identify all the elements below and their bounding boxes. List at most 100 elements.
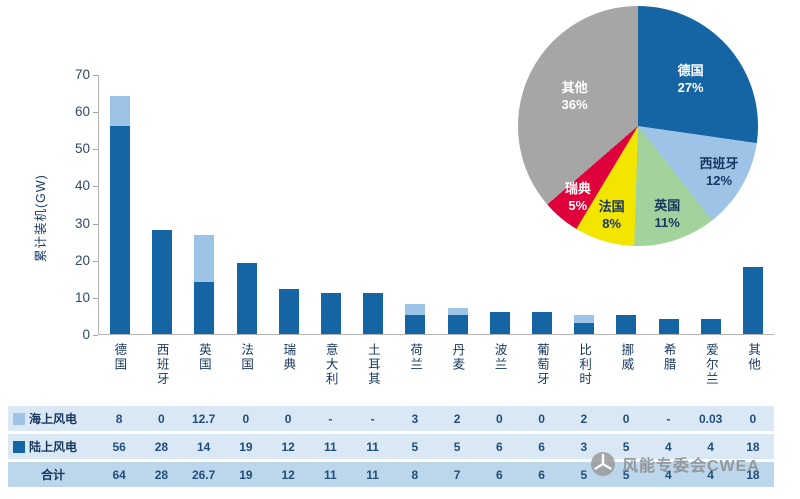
- table-cell: 28: [154, 467, 169, 482]
- table-cell: 0: [538, 411, 545, 426]
- bar-其他: [732, 75, 774, 334]
- onshore-segment: [236, 263, 257, 334]
- table-cell: 0: [242, 411, 250, 426]
- table-cell: 11: [324, 467, 337, 482]
- onshore-segment: [110, 126, 131, 334]
- onshore-segment: [574, 322, 595, 334]
- pie-label-法国: 法国 8%: [598, 198, 625, 231]
- y-tick-mark: [93, 223, 98, 225]
- y-axis-title: 累计装机(GW): [34, 174, 48, 262]
- x-tick-瑞典: 瑞典: [267, 343, 309, 387]
- pie-label-德国: 德国 27%: [677, 63, 704, 96]
- row-label: 海上风电: [28, 412, 77, 426]
- table-cell: 5: [622, 467, 630, 482]
- table-cell: 0: [496, 411, 503, 426]
- table-cell: 5: [453, 439, 461, 454]
- x-tick-label: 其他: [746, 343, 761, 372]
- y-tick-label: 70: [74, 67, 90, 82]
- table-cell: 6: [538, 467, 545, 482]
- onshore-segment: [278, 289, 299, 334]
- table-cell: 0: [749, 411, 757, 426]
- pie-label-其他: 其他 36%: [561, 80, 588, 113]
- bar-波兰: [479, 75, 521, 334]
- x-tick-label: 土耳其: [365, 343, 380, 387]
- table-row-陆上风电: 陆上风电 56 28 14 19 12 11 11 5 5 6 6 3 5 4 4 18: [8, 434, 774, 459]
- table-cell: 8: [115, 411, 123, 426]
- y-tick-label: 0: [82, 327, 90, 342]
- y-tick-mark: [93, 75, 98, 76]
- bar-plot-area: [98, 75, 774, 335]
- table-cell: 0: [284, 411, 292, 426]
- bar-爱尔兰: [690, 75, 732, 334]
- x-tick-葡萄牙: 葡萄牙: [521, 343, 563, 387]
- x-tick-其他: 其他: [732, 343, 774, 387]
- y-tick-label: 10: [74, 289, 90, 305]
- table-cell: 0: [622, 411, 630, 426]
- offshore-segment: [447, 308, 468, 316]
- pie-label-瑞典: 瑞典 5%: [564, 180, 591, 213]
- x-tick-德国: 德国: [98, 343, 140, 387]
- onshore-segment: [447, 315, 468, 334]
- y-tick-mark: [93, 149, 98, 151]
- bar-希腊: [647, 75, 689, 334]
- offshore-segment: [194, 234, 215, 282]
- x-tick-西班牙: 西班牙: [140, 343, 182, 387]
- table-cell: 4: [665, 439, 672, 454]
- x-tick-label: 法国: [239, 343, 254, 372]
- bar-德国: [99, 75, 141, 334]
- bar-挪威: [605, 75, 647, 334]
- row-header: 陆上风电: [8, 434, 98, 459]
- onshore-segment: [363, 293, 384, 334]
- table-cell: 18: [746, 467, 760, 482]
- x-tick-比利时: 比利时: [563, 343, 605, 387]
- onshore-segment: [194, 282, 215, 334]
- bar-丹麦: [437, 75, 479, 334]
- bar-西班牙: [141, 75, 183, 334]
- y-tick-mark: [93, 297, 98, 299]
- bar-意大利: [310, 75, 352, 334]
- x-tick-label: 荷兰: [408, 343, 423, 372]
- table-cell: -: [370, 411, 375, 426]
- y-tick-label: 60: [74, 104, 90, 120]
- x-tick-英国: 英国: [183, 343, 225, 387]
- x-tick-土耳其: 土耳其: [352, 343, 394, 387]
- x-tick-挪威: 挪威: [605, 343, 647, 387]
- bar-比利时: [563, 75, 605, 334]
- watermark-text: 风能专委会CWEA: [622, 458, 760, 475]
- x-tick-label: 瑞典: [281, 343, 296, 372]
- onshore-segment: [700, 319, 721, 334]
- table-cell: 56: [112, 439, 126, 454]
- row-label: 陆上风电: [28, 440, 77, 454]
- x-tick-label: 希腊: [661, 343, 676, 372]
- y-tick-label: 50: [74, 141, 90, 157]
- pie-chart: 德国 27% 西班牙 12% 英国 11% 法国 8% 瑞典 5% 其他 36%: [518, 6, 758, 246]
- x-tick-意大利: 意大利: [309, 343, 351, 387]
- table-cell: 11: [324, 439, 337, 454]
- table-cell: 4: [707, 439, 714, 454]
- x-tick-希腊: 希腊: [647, 343, 689, 387]
- table-cell: 6: [496, 439, 503, 454]
- offshore-segment: [110, 96, 131, 126]
- y-tick-mark: [93, 112, 98, 114]
- table-cell: 19: [239, 467, 253, 482]
- table-cell: 11: [366, 439, 379, 454]
- table-cell: 7: [453, 467, 461, 482]
- onshore-segment: [742, 267, 763, 334]
- pie-label-西班牙: 西班牙 12%: [699, 155, 739, 188]
- table-row-海上风电: 海上风电 8 0 12.7 0 0 - - 3 2 0 0 2 0 - 0.03 0: [8, 406, 774, 431]
- table-cell: 5: [411, 439, 419, 454]
- table-cell: 14: [196, 439, 211, 454]
- x-tick-丹麦: 丹麦: [436, 343, 478, 387]
- x-tick-法国: 法国: [225, 343, 267, 387]
- y-tick-mark: [93, 186, 98, 188]
- cwea-logo-icon: [591, 452, 615, 476]
- table-cell: 6: [538, 439, 545, 454]
- onshore-segment: [152, 230, 173, 334]
- table-cell: 12: [281, 439, 295, 454]
- row-header: 海上风电: [8, 406, 98, 431]
- onshore-segment: [616, 315, 637, 334]
- onshore-segment: [321, 293, 342, 334]
- bar-法国: [226, 75, 268, 334]
- x-tick-爱尔兰: 爱尔兰: [690, 343, 732, 387]
- table-cell: -: [328, 411, 333, 426]
